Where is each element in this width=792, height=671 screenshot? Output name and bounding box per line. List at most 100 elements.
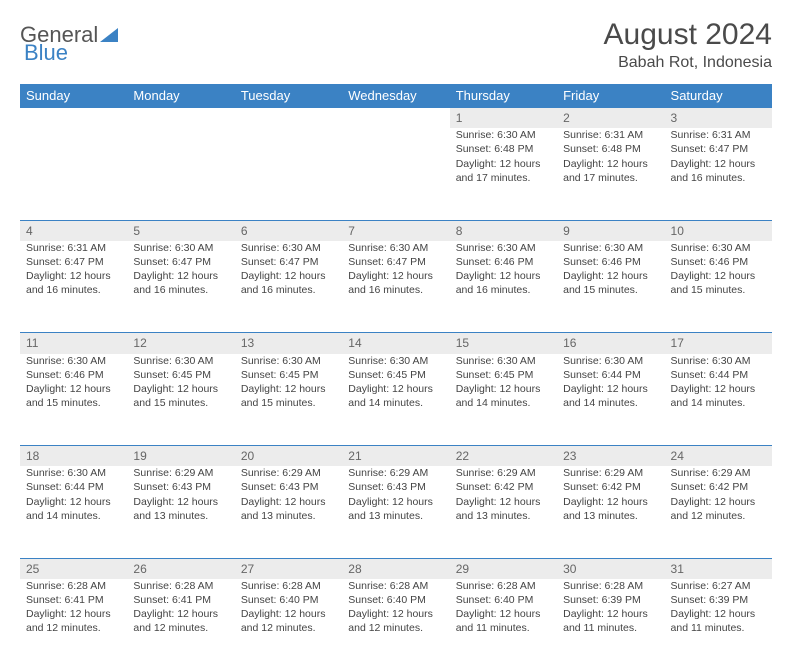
sunset-text: Sunset: 6:42 PM xyxy=(671,480,766,494)
day-cell: Sunrise: 6:29 AMSunset: 6:42 PMDaylight:… xyxy=(557,466,664,558)
day-number: 12 xyxy=(127,333,234,354)
day-header: Sunday xyxy=(20,84,127,108)
sunrise-text: Sunrise: 6:30 AM xyxy=(563,241,658,255)
day-header: Thursday xyxy=(450,84,557,108)
day-cell: Sunrise: 6:28 AMSunset: 6:40 PMDaylight:… xyxy=(450,579,557,671)
daylight-text: Daylight: 12 hours and 14 minutes. xyxy=(456,382,551,410)
day-cell: Sunrise: 6:30 AMSunset: 6:45 PMDaylight:… xyxy=(342,354,449,446)
day-cell: Sunrise: 6:30 AMSunset: 6:44 PMDaylight:… xyxy=(665,354,772,446)
day-number: 2 xyxy=(557,108,664,129)
day-number: 21 xyxy=(342,446,449,467)
day-header: Monday xyxy=(127,84,234,108)
sunrise-text: Sunrise: 6:29 AM xyxy=(671,466,766,480)
content-row: Sunrise: 6:28 AMSunset: 6:41 PMDaylight:… xyxy=(20,579,772,671)
content-row: Sunrise: 6:31 AMSunset: 6:47 PMDaylight:… xyxy=(20,241,772,333)
sunrise-text: Sunrise: 6:28 AM xyxy=(456,579,551,593)
sunrise-text: Sunrise: 6:28 AM xyxy=(241,579,336,593)
sunrise-text: Sunrise: 6:28 AM xyxy=(348,579,443,593)
daylight-text: Daylight: 12 hours and 14 minutes. xyxy=(671,382,766,410)
day-cell xyxy=(127,128,234,220)
daynum-row: 45678910 xyxy=(20,220,772,241)
day-header: Saturday xyxy=(665,84,772,108)
daylight-text: Daylight: 12 hours and 13 minutes. xyxy=(241,495,336,523)
sunrise-text: Sunrise: 6:31 AM xyxy=(671,128,766,142)
sunset-text: Sunset: 6:43 PM xyxy=(348,480,443,494)
day-cell: Sunrise: 6:30 AMSunset: 6:46 PMDaylight:… xyxy=(557,241,664,333)
sunset-text: Sunset: 6:39 PM xyxy=(671,593,766,607)
calendar-table: Sunday Monday Tuesday Wednesday Thursday… xyxy=(20,84,772,671)
day-cell: Sunrise: 6:31 AMSunset: 6:48 PMDaylight:… xyxy=(557,128,664,220)
day-number: 22 xyxy=(450,446,557,467)
day-number: 20 xyxy=(235,446,342,467)
day-number: 17 xyxy=(665,333,772,354)
sunset-text: Sunset: 6:48 PM xyxy=(456,142,551,156)
day-cell: Sunrise: 6:28 AMSunset: 6:40 PMDaylight:… xyxy=(342,579,449,671)
sunset-text: Sunset: 6:47 PM xyxy=(671,142,766,156)
day-header-row: Sunday Monday Tuesday Wednesday Thursday… xyxy=(20,84,772,108)
sunset-text: Sunset: 6:44 PM xyxy=(671,368,766,382)
daylight-text: Daylight: 12 hours and 16 minutes. xyxy=(133,269,228,297)
daylight-text: Daylight: 12 hours and 14 minutes. xyxy=(26,495,121,523)
day-number: 4 xyxy=(20,220,127,241)
sunset-text: Sunset: 6:42 PM xyxy=(456,480,551,494)
day-cell: Sunrise: 6:29 AMSunset: 6:43 PMDaylight:… xyxy=(235,466,342,558)
day-cell xyxy=(20,128,127,220)
day-number: 14 xyxy=(342,333,449,354)
day-cell: Sunrise: 6:28 AMSunset: 6:40 PMDaylight:… xyxy=(235,579,342,671)
day-cell: Sunrise: 6:30 AMSunset: 6:47 PMDaylight:… xyxy=(342,241,449,333)
sunset-text: Sunset: 6:43 PM xyxy=(241,480,336,494)
day-number: 6 xyxy=(235,220,342,241)
day-number: 3 xyxy=(665,108,772,129)
day-cell: Sunrise: 6:30 AMSunset: 6:45 PMDaylight:… xyxy=(450,354,557,446)
sunrise-text: Sunrise: 6:28 AM xyxy=(133,579,228,593)
day-cell: Sunrise: 6:31 AMSunset: 6:47 PMDaylight:… xyxy=(665,128,772,220)
daylight-text: Daylight: 12 hours and 13 minutes. xyxy=(456,495,551,523)
daynum-row: 123 xyxy=(20,108,772,129)
day-number: 26 xyxy=(127,558,234,579)
day-number: 30 xyxy=(557,558,664,579)
day-number xyxy=(235,108,342,129)
day-cell: Sunrise: 6:30 AMSunset: 6:46 PMDaylight:… xyxy=(450,241,557,333)
day-cell: Sunrise: 6:30 AMSunset: 6:47 PMDaylight:… xyxy=(235,241,342,333)
sunrise-text: Sunrise: 6:30 AM xyxy=(26,466,121,480)
day-cell xyxy=(342,128,449,220)
sunrise-text: Sunrise: 6:31 AM xyxy=(26,241,121,255)
day-number: 19 xyxy=(127,446,234,467)
page-header: General August 2024 Babah Rot, Indonesia xyxy=(20,18,772,72)
daylight-text: Daylight: 12 hours and 13 minutes. xyxy=(133,495,228,523)
sunset-text: Sunset: 6:40 PM xyxy=(456,593,551,607)
day-number: 29 xyxy=(450,558,557,579)
sunrise-text: Sunrise: 6:30 AM xyxy=(26,354,121,368)
sunrise-text: Sunrise: 6:30 AM xyxy=(241,354,336,368)
day-cell: Sunrise: 6:29 AMSunset: 6:43 PMDaylight:… xyxy=(342,466,449,558)
sunset-text: Sunset: 6:42 PM xyxy=(563,480,658,494)
sunrise-text: Sunrise: 6:30 AM xyxy=(133,241,228,255)
day-cell: Sunrise: 6:30 AMSunset: 6:45 PMDaylight:… xyxy=(235,354,342,446)
day-cell: Sunrise: 6:31 AMSunset: 6:47 PMDaylight:… xyxy=(20,241,127,333)
day-cell: Sunrise: 6:28 AMSunset: 6:41 PMDaylight:… xyxy=(127,579,234,671)
day-cell: Sunrise: 6:30 AMSunset: 6:44 PMDaylight:… xyxy=(557,354,664,446)
daylight-text: Daylight: 12 hours and 15 minutes. xyxy=(241,382,336,410)
day-number: 18 xyxy=(20,446,127,467)
sunrise-text: Sunrise: 6:30 AM xyxy=(133,354,228,368)
sunrise-text: Sunrise: 6:30 AM xyxy=(348,354,443,368)
day-number xyxy=(127,108,234,129)
daylight-text: Daylight: 12 hours and 16 minutes. xyxy=(348,269,443,297)
day-cell: Sunrise: 6:30 AMSunset: 6:46 PMDaylight:… xyxy=(665,241,772,333)
sunset-text: Sunset: 6:41 PM xyxy=(133,593,228,607)
sunset-text: Sunset: 6:45 PM xyxy=(241,368,336,382)
day-number: 25 xyxy=(20,558,127,579)
sunrise-text: Sunrise: 6:29 AM xyxy=(241,466,336,480)
day-number: 27 xyxy=(235,558,342,579)
day-header: Friday xyxy=(557,84,664,108)
content-row: Sunrise: 6:30 AMSunset: 6:44 PMDaylight:… xyxy=(20,466,772,558)
sunset-text: Sunset: 6:45 PM xyxy=(348,368,443,382)
day-cell: Sunrise: 6:30 AMSunset: 6:44 PMDaylight:… xyxy=(20,466,127,558)
sunset-text: Sunset: 6:45 PM xyxy=(456,368,551,382)
day-cell: Sunrise: 6:29 AMSunset: 6:42 PMDaylight:… xyxy=(665,466,772,558)
day-number: 28 xyxy=(342,558,449,579)
sunrise-text: Sunrise: 6:30 AM xyxy=(456,128,551,142)
day-cell xyxy=(235,128,342,220)
daylight-text: Daylight: 12 hours and 15 minutes. xyxy=(671,269,766,297)
day-number: 16 xyxy=(557,333,664,354)
